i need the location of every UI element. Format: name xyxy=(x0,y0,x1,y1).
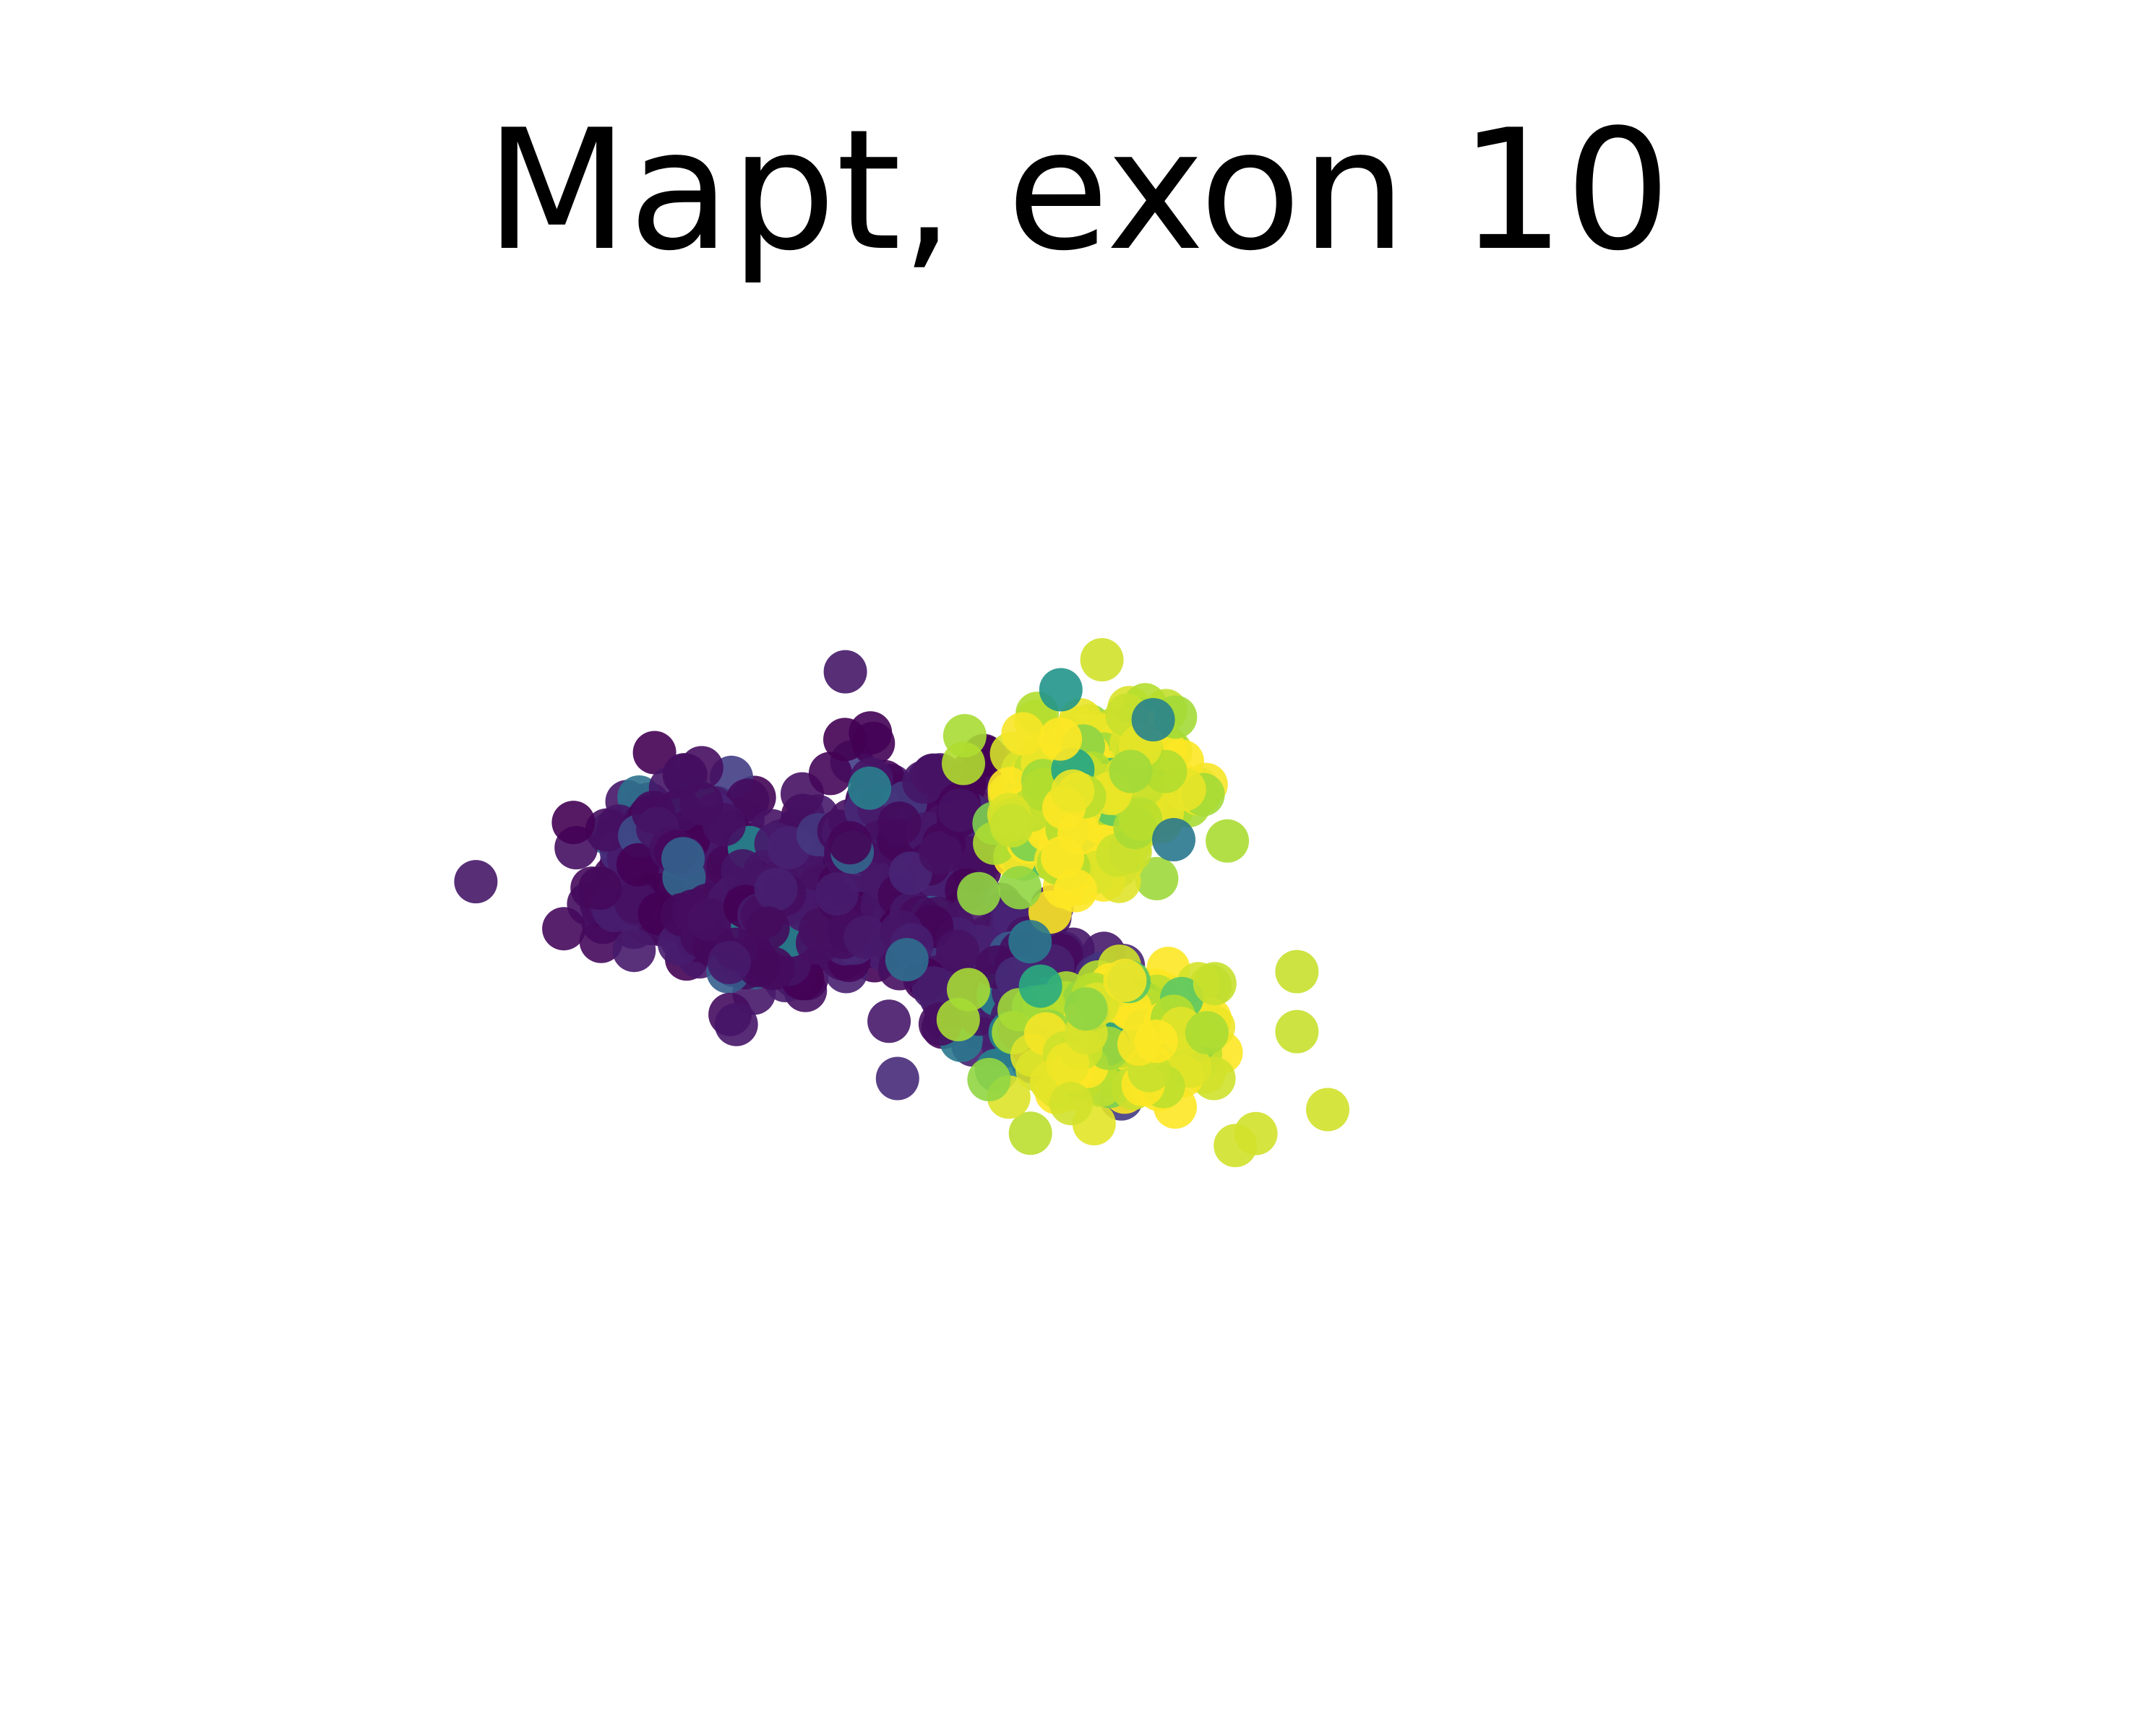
scatter-point xyxy=(1039,668,1083,712)
scatter-point xyxy=(542,907,586,951)
scatter-point xyxy=(998,866,1042,910)
scatter-point xyxy=(1134,1020,1178,1063)
scatter-point xyxy=(823,650,867,694)
scatter-point xyxy=(551,801,596,845)
scatter-point xyxy=(1275,950,1319,994)
scatter-point xyxy=(942,741,985,785)
scatter-point xyxy=(1152,818,1195,861)
scatter-point xyxy=(815,872,859,916)
scatter-point xyxy=(1064,987,1108,1031)
scatter-point xyxy=(1109,749,1153,793)
scatter-point xyxy=(1001,712,1045,756)
scatter-point xyxy=(947,968,990,1012)
scatter-point xyxy=(1039,717,1083,761)
scatter-point xyxy=(1275,1009,1319,1054)
scatter-point xyxy=(936,929,979,973)
scatter-point xyxy=(808,752,852,796)
scatter-point xyxy=(1018,964,1062,1008)
scatter-point xyxy=(679,746,723,790)
scatter-point xyxy=(679,782,723,826)
scatter-point xyxy=(989,804,1034,848)
scatter-point xyxy=(714,1002,758,1046)
scatter-point xyxy=(823,718,867,762)
scatter-point xyxy=(1193,962,1237,1006)
scatter-point xyxy=(967,1058,1011,1101)
scatter-point xyxy=(616,843,660,887)
scatter-point xyxy=(754,867,798,911)
scatter-point xyxy=(1206,819,1250,863)
scatter-point xyxy=(707,941,751,984)
scatter-point xyxy=(1103,958,1147,1002)
scatter-points xyxy=(454,638,1349,1168)
scatter-point xyxy=(1041,835,1085,879)
scatter-point xyxy=(687,897,731,942)
scatter-point xyxy=(957,871,1001,916)
scatter-point xyxy=(746,906,790,950)
scatter-point xyxy=(612,929,656,973)
scatter-point xyxy=(1008,920,1052,964)
scatter-point xyxy=(1049,1082,1093,1126)
scatter-point xyxy=(1008,1111,1052,1155)
scatter-point xyxy=(1185,1011,1229,1055)
scatter-point xyxy=(721,849,765,893)
scatter-point xyxy=(578,866,622,910)
scatter-point xyxy=(1080,638,1124,681)
scatter-point xyxy=(828,821,872,865)
scatter-point xyxy=(632,731,677,775)
scatter-point xyxy=(1131,698,1175,741)
chart-title: Mapt, exon 10 xyxy=(485,95,1671,288)
scatter-point xyxy=(1053,869,1097,913)
scatter-point xyxy=(1051,769,1095,813)
scatter-point xyxy=(1306,1088,1349,1132)
scatter-point xyxy=(875,1056,919,1101)
scatter-point xyxy=(843,916,888,959)
scatter-point xyxy=(1234,1111,1278,1155)
scatter-point xyxy=(911,966,955,1010)
scatter-point xyxy=(867,999,911,1043)
scatter-point xyxy=(1119,797,1162,841)
scatter-point xyxy=(885,938,929,981)
scatter-point xyxy=(848,766,892,810)
scatter-point xyxy=(919,831,963,874)
scatter-point xyxy=(877,801,922,845)
scatter-point xyxy=(454,860,498,904)
scatter-point xyxy=(937,788,982,832)
scatter-point xyxy=(1135,856,1179,900)
scatter-point xyxy=(661,837,705,881)
